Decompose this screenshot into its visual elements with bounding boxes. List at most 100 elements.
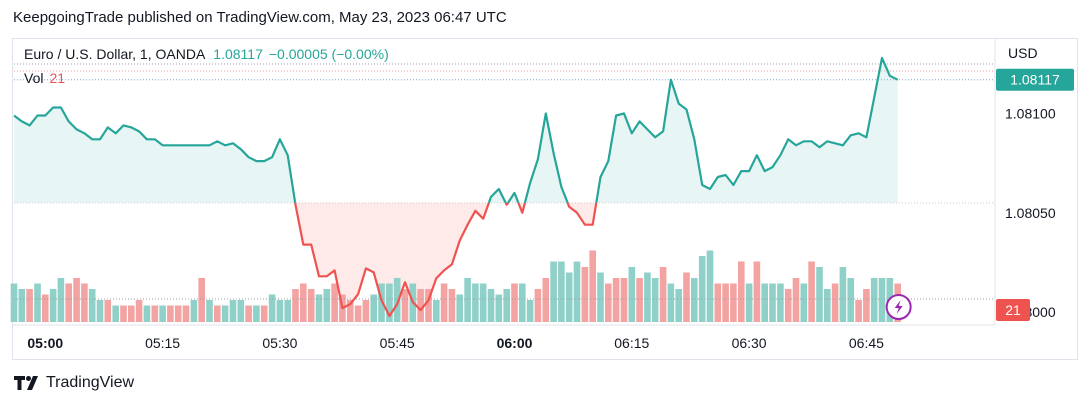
price-line-above [13, 56, 899, 203]
volume-bar [214, 305, 221, 322]
chart-legend: Euro / U.S. Dollar, 1, OANDA 1.08117 −0.00… [24, 46, 389, 62]
volume-bar [706, 250, 714, 322]
volume-bar [276, 300, 284, 322]
legend-last-price: 1.08117 [213, 46, 263, 62]
volume-bar [628, 267, 636, 322]
volume-bar [245, 305, 252, 322]
tradingview-logo-icon [14, 376, 38, 390]
volume-bar [433, 300, 440, 322]
volume-bar [190, 300, 198, 322]
volume-bar [644, 272, 651, 322]
volume-bar [558, 261, 565, 322]
volume-bar [10, 283, 18, 322]
volume-bar [221, 305, 229, 322]
volume-bar [863, 289, 870, 322]
volume-legend-label[interactable]: Vol [24, 70, 44, 86]
volume-bar [542, 278, 550, 322]
volume-bar [362, 300, 370, 322]
volume-bar [331, 283, 338, 322]
last-volume-badge-label: 21 [1005, 302, 1021, 318]
volume-bar [88, 289, 96, 322]
volume-bar [753, 261, 761, 322]
volume-bar [182, 305, 190, 322]
volume-bar [49, 289, 57, 322]
volume-bar [698, 256, 706, 322]
volume-bar [816, 267, 823, 322]
volume-bar [229, 300, 237, 322]
volume-bar [612, 278, 620, 322]
volume-bar [519, 283, 526, 322]
volume-bar [167, 305, 174, 322]
price-line-below [294, 202, 598, 318]
symbol-title[interactable]: Euro / U.S. Dollar, 1, OANDA [24, 46, 206, 62]
legend-change: −0.00005 (−0.00%) [268, 46, 389, 62]
volume-bar [284, 300, 291, 322]
volume-bar [550, 261, 557, 322]
volume-bar [386, 283, 393, 322]
volume-bar [347, 300, 354, 322]
volume-bar [855, 300, 862, 322]
volume-bar [831, 283, 839, 322]
volume-bar [714, 283, 722, 322]
volume-bar [307, 289, 315, 322]
volume-bar [667, 283, 675, 322]
volume-bar [784, 289, 792, 322]
volume-bar [425, 289, 432, 322]
volume-bar [738, 261, 745, 322]
volume-bar [315, 294, 323, 322]
volume-bar [870, 278, 878, 322]
volume-bar [81, 283, 88, 322]
volume-bar [769, 283, 776, 322]
volume-bar [104, 300, 112, 322]
volume-bar [393, 278, 401, 322]
volume-bar [151, 305, 159, 322]
footer-brand[interactable]: TradingView [14, 374, 134, 392]
volume-bar [206, 300, 213, 322]
time-tick-label: 06:30 [732, 335, 767, 351]
time-tick-label: 06:15 [614, 335, 649, 351]
last-price-badge [996, 68, 1074, 91]
volume-bar [675, 289, 682, 322]
volume-bar [651, 278, 659, 322]
area-fill-below-baseline [14, 202, 898, 316]
volume-bar [26, 289, 33, 322]
lightning-icon[interactable] [885, 294, 912, 320]
volume-bar [800, 283, 808, 322]
volume-bar [487, 289, 495, 322]
volume-bar [503, 289, 510, 322]
volume-bar [96, 300, 104, 322]
volume-bar [479, 283, 487, 322]
volume-bar [597, 272, 604, 322]
volume-bar [128, 305, 135, 322]
volume-bar [472, 283, 479, 322]
volume-bar [565, 272, 573, 322]
volume-bar [174, 305, 182, 322]
time-tick-label: 05:15 [145, 335, 180, 351]
volume-bar [300, 283, 307, 322]
volume-bar [253, 305, 260, 322]
volume-bar [526, 300, 534, 322]
publish-info: KeepgoingTrade published on TradingView.… [13, 9, 507, 26]
volume-bar [143, 305, 151, 322]
volume-bar [456, 294, 463, 322]
time-tick-label: 05:30 [262, 335, 297, 351]
volume-bar [112, 305, 119, 322]
volume-bar [198, 278, 205, 322]
volume-bar [135, 300, 143, 322]
volume-bar [824, 289, 831, 322]
volume-bar [761, 283, 768, 322]
volume-bar [120, 305, 127, 322]
chart-frame [12, 38, 1078, 360]
lightning-icon-bolt [894, 300, 903, 314]
volume-bar [495, 294, 503, 322]
volume-bar [534, 289, 542, 322]
last-volume-badge [996, 299, 1030, 321]
volume-bar [878, 278, 886, 322]
volume-bar [808, 261, 815, 322]
volume-bar [268, 294, 276, 322]
volume-bar [792, 278, 800, 322]
volume-bar [722, 283, 729, 322]
volume-bar [378, 283, 385, 322]
volume-bar [440, 283, 448, 322]
